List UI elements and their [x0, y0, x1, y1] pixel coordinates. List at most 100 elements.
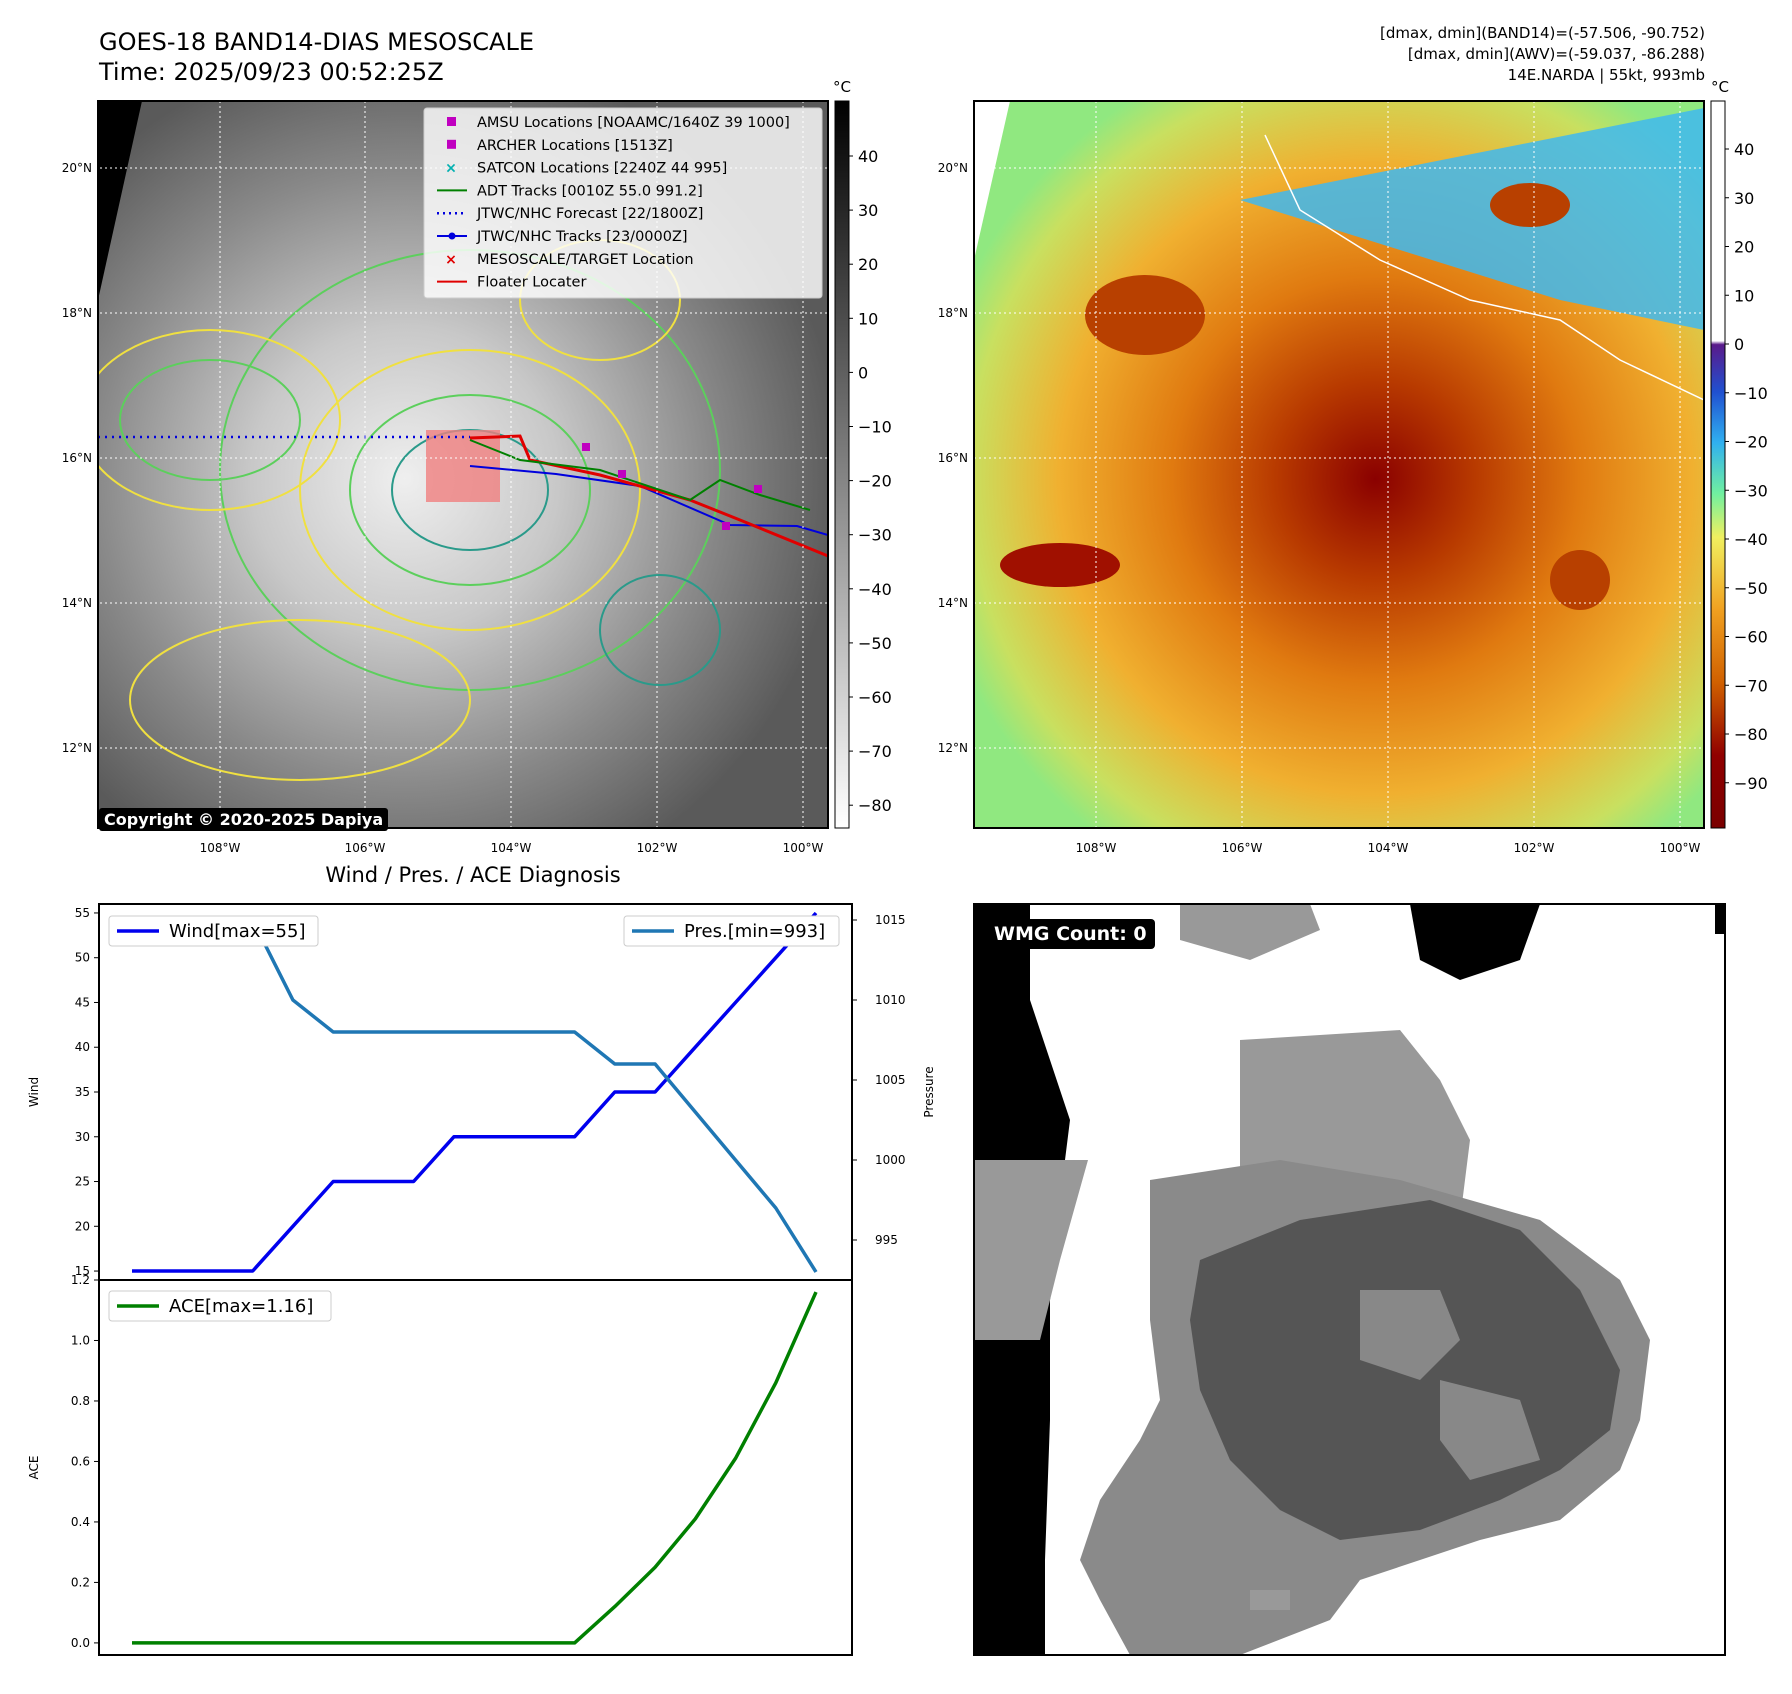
chart-legend: ACE[max=1.16]	[108, 1290, 332, 1322]
lat-label: 20°N	[938, 161, 968, 175]
chart-legend-label: Pres.[min=993]	[684, 921, 825, 942]
ace-chart: 0.0 0.2 0.4 0.6 0.8 1.0 1.2 ACE ACE[max=1.16]	[27, 1273, 853, 1656]
colorbar-tick-label: 40	[1734, 140, 1754, 159]
y-right-tick-label: 1005	[875, 1073, 906, 1087]
chart-legend-label: Wind[max=55]	[169, 921, 306, 942]
chart-legend-box	[623, 915, 840, 947]
y-tick-label: 0.4	[71, 1515, 90, 1529]
y-right-tick-label: 1000	[875, 1153, 906, 1167]
legend-entry: JTWC/NHC Tracks [23/0000Z]	[437, 229, 688, 245]
lon-label: 108°W	[1076, 841, 1117, 855]
lon-label: 100°W	[783, 841, 824, 855]
colorbar-tick-label: −30	[1734, 481, 1768, 500]
main-title: GOES-18 BAND14-DIAS MESOSCALE	[99, 28, 534, 56]
colorbar-tick-label: 40	[858, 147, 878, 166]
colorbar-tick-label: −40	[1734, 530, 1768, 549]
lon-label: 108°W	[200, 841, 241, 855]
y-right-axis-label: Pressure	[922, 1066, 936, 1117]
lat-label: 20°N	[62, 161, 92, 175]
legend-entry: JTWC/NHC Forecast [22/1800Z]	[437, 206, 703, 222]
legend-x-marker: ×	[445, 252, 457, 268]
legend-square-marker	[447, 117, 456, 126]
chart-legend-label: ACE[max=1.16]	[169, 1296, 313, 1317]
time-label: Time: 2025/09/23 00:52:25Z	[98, 58, 444, 86]
series-line	[132, 1291, 818, 1645]
colorbar-tick-label: 10	[1734, 286, 1754, 305]
colorbar-tick-label: 20	[858, 255, 878, 274]
chart-legend-box	[108, 915, 319, 947]
plot-frame	[98, 903, 853, 1281]
wmg-count-label: WMG Count: 0	[986, 919, 1155, 949]
y-tick-label: 0.8	[71, 1394, 90, 1408]
chart-legend: Pres.[min=993]	[623, 915, 840, 947]
series-line	[132, 918, 818, 1273]
colorbar-tick-label: −80	[858, 796, 892, 815]
y-tick-label: 20	[75, 1219, 90, 1233]
colorbar-tick-label: −70	[858, 742, 892, 761]
colorbar-tick-label: 10	[858, 309, 878, 328]
lat-label: 14°N	[938, 596, 968, 610]
chart-legend-box	[108, 1290, 332, 1322]
legend-square-marker	[447, 139, 456, 149]
y-tick-label: 0.6	[71, 1454, 90, 1468]
lon-label: 102°W	[637, 841, 678, 855]
ir-color-map	[974, 101, 1704, 828]
lon-label: 106°W	[345, 841, 386, 855]
legend-label: AMSU Locations [NOAAMC/1640Z 39 1000]	[477, 115, 790, 131]
lon-label: 106°W	[1222, 841, 1263, 855]
y-tick-label: 40	[75, 1040, 90, 1054]
dmax-band14: [dmax, dmin](BAND14)=(-57.506, -90.752)	[1380, 24, 1705, 42]
legend-label: ADT Tracks [0010Z 55.0 991.2]	[477, 183, 703, 199]
lat-label: 18°N	[62, 306, 92, 320]
colorbar-tick-label: −80	[1734, 725, 1768, 744]
series-line	[132, 911, 818, 1273]
dmax-awv: [dmax, dmin](AWV)=(-59.037, -86.288)	[1408, 45, 1705, 63]
lon-label: 104°W	[491, 841, 532, 855]
lat-label: 12°N	[938, 741, 968, 755]
colorbar-tick-label: 20	[1734, 238, 1754, 257]
legend-label: ARCHER Locations [1513Z]	[477, 138, 673, 154]
colorbar-tick-label: 0	[858, 363, 868, 382]
lon-label: 100°W	[1660, 841, 1701, 855]
legend-label: MESOSCALE/TARGET Location	[477, 252, 694, 268]
y-tick-label: 1.0	[71, 1333, 90, 1347]
colorbar-tick-label: 0	[1734, 335, 1744, 354]
colorbar-tick-label: 30	[858, 201, 878, 220]
y-right-tick-label: 1010	[875, 993, 906, 1007]
diagnosis-title: Wind / Pres. / ACE Diagnosis	[325, 863, 620, 887]
lat-label: 16°N	[62, 451, 92, 465]
colorbar-tick-label: −10	[858, 418, 892, 437]
legend-x-marker: ×	[445, 161, 457, 177]
colorbar-tick-label: −70	[1734, 676, 1768, 695]
wind-pressure-chart: 15 20 25 30 35 40 45 50 55 Wind 995 1000 1005 1010 101…	[27, 903, 936, 1281]
lat-label: 12°N	[62, 741, 92, 755]
legend-label: JTWC/NHC Forecast [22/1800Z]	[476, 206, 703, 222]
color-colorbar-unit: °C	[1711, 78, 1729, 96]
lat-label: 16°N	[938, 451, 968, 465]
y-tick-label: 0.2	[71, 1575, 90, 1589]
y-tick-label: 30	[75, 1130, 90, 1144]
colorbar-tick-label: −50	[1734, 579, 1768, 598]
colorbar-tick-label: −90	[1734, 774, 1768, 793]
colorbar-tick-label: −30	[858, 526, 892, 545]
lat-label: 14°N	[62, 596, 92, 610]
y-tick-label: 35	[75, 1085, 90, 1099]
legend-dot	[448, 232, 456, 240]
y-right-tick-label: 995	[875, 1233, 898, 1247]
chart-legend: Wind[max=55]	[108, 915, 319, 947]
colorbar-tick-label: −20	[858, 472, 892, 491]
legend-entry: ADT Tracks [0010Z 55.0 991.2]	[437, 183, 703, 199]
legend-entry: × MESOSCALE/TARGET Location	[445, 252, 693, 268]
y-tick-label: 15	[75, 1264, 90, 1278]
legend-entry: Floater Locater	[437, 275, 586, 291]
colorbar-tick-label: −40	[858, 580, 892, 599]
y-tick-label: 45	[75, 995, 90, 1009]
legend-label: JTWC/NHC Tracks [23/0000Z]	[476, 229, 688, 245]
lat-label: 18°N	[938, 306, 968, 320]
storm-info: 14E.NARDA | 55kt, 993mb	[1508, 66, 1705, 84]
y-tick-label: 1.2	[71, 1273, 90, 1287]
wmg-panel	[974, 904, 1725, 1655]
y-tick-label: 0.0	[71, 1636, 90, 1650]
y-right-tick-label: 1015	[875, 913, 906, 927]
